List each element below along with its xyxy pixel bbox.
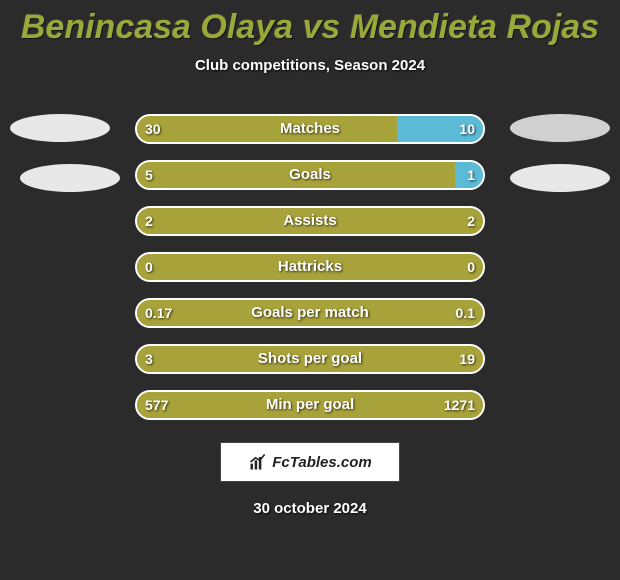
stat-value-right: 1271 xyxy=(444,392,475,418)
stat-value-right: 2 xyxy=(467,208,475,234)
stat-bar: Goals5 1 xyxy=(135,160,485,190)
stat-value-right: 10 xyxy=(459,116,475,142)
stat-label: Goals per match xyxy=(137,300,483,326)
stat-label: Shots per goal xyxy=(137,346,483,372)
stat-value-right: 19 xyxy=(459,346,475,372)
stat-row: Min per goal577 1271 xyxy=(0,390,620,420)
stat-label: Assists xyxy=(137,208,483,234)
stat-row: Goals5 1 xyxy=(0,160,620,190)
stat-label: Hattricks xyxy=(137,254,483,280)
stat-row: Hattricks0 0 xyxy=(0,252,620,282)
stat-value-right: 1 xyxy=(467,162,475,188)
comparison-subtitle: Club competitions, Season 2024 xyxy=(0,57,620,74)
stat-value-left: 3 xyxy=(145,346,153,372)
stat-bar: Hattricks0 0 xyxy=(135,252,485,282)
stat-row: Assists2 2 xyxy=(0,206,620,236)
stat-row: Goals per match0.17 0.1 xyxy=(0,298,620,328)
stat-label: Min per goal xyxy=(137,392,483,418)
comparison-title: Benincasa Olaya vs Mendieta Rojas xyxy=(0,0,620,47)
stat-value-left: 30 xyxy=(145,116,161,142)
stat-value-left: 5 xyxy=(145,162,153,188)
brand-box[interactable]: FcTables.com xyxy=(220,442,400,482)
chart-icon xyxy=(248,452,268,472)
stat-value-right: 0 xyxy=(467,254,475,280)
stat-row: Matches30 10 xyxy=(0,114,620,144)
stat-row: Shots per goal3 19 xyxy=(0,344,620,374)
stat-label: Goals xyxy=(137,162,483,188)
stat-value-left: 0.17 xyxy=(145,300,172,326)
stat-value-left: 0 xyxy=(145,254,153,280)
stat-bar: Goals per match0.17 0.1 xyxy=(135,298,485,328)
stat-bar: Min per goal577 1271 xyxy=(135,390,485,420)
stat-bar: Shots per goal3 19 xyxy=(135,344,485,374)
stat-bar: Matches30 10 xyxy=(135,114,485,144)
stat-bar: Assists2 2 xyxy=(135,206,485,236)
stat-label: Matches xyxy=(137,116,483,142)
stat-value-right: 0.1 xyxy=(456,300,475,326)
stats-area: Matches30 10 Goals5 1 Assists2 2 Hattricks0 0 Go… xyxy=(0,114,620,420)
brand-text: FcTables.com xyxy=(272,454,371,471)
stat-value-left: 577 xyxy=(145,392,168,418)
date-text: 30 october 2024 xyxy=(0,500,620,517)
stat-value-left: 2 xyxy=(145,208,153,234)
